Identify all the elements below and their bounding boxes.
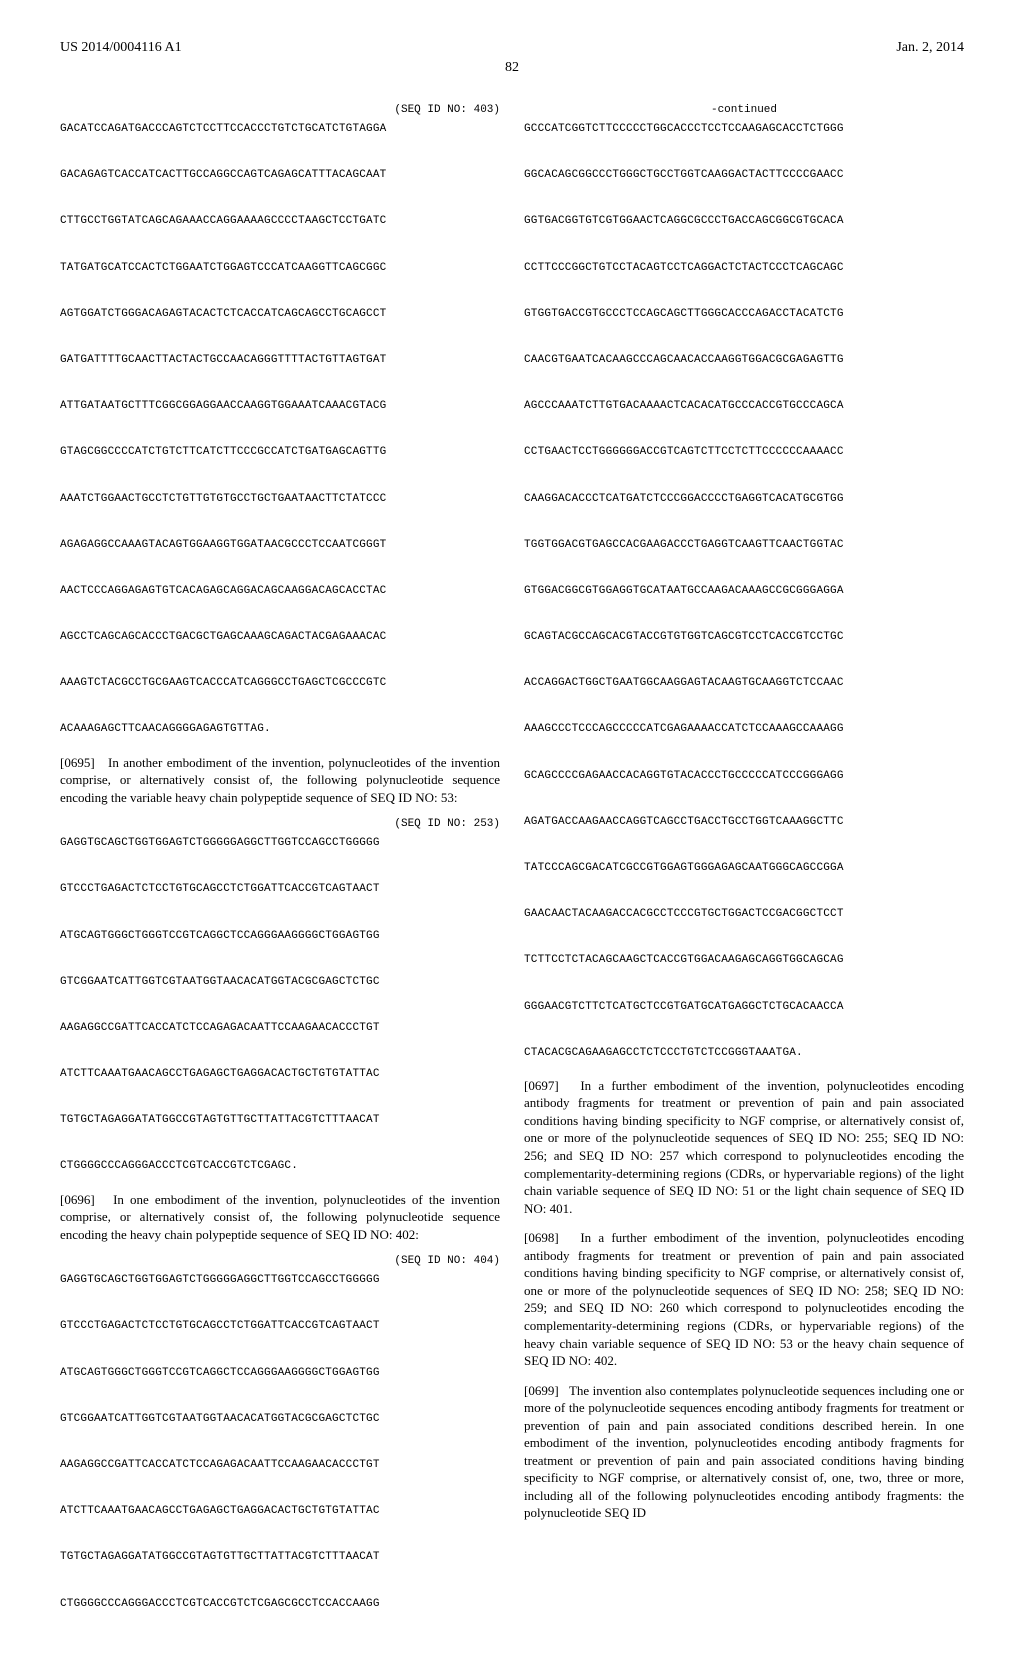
- seq-253-label: (SEQ ID NO: 253): [60, 818, 500, 830]
- two-column-layout: (SEQ ID NO: 403) GACATCCAGATGACCCAGTCTCC…: [60, 104, 964, 1628]
- seq-253-text: GAGGTGCAGCTGGTGGAGTCTGGGGGAGGCTTGGTCCAGC…: [60, 832, 500, 1178]
- right-column: -continued GCCCATCGGTCTTCCCCCTGGCACCCTCC…: [524, 104, 964, 1628]
- para-text-0698: In a further embodiment of the invention…: [524, 1230, 964, 1368]
- para-text-0699: The invention also contemplates polynucl…: [524, 1383, 964, 1521]
- seq-404-label: (SEQ ID NO: 404): [60, 1255, 500, 1267]
- para-text-0697: In a further embodiment of the invention…: [524, 1078, 964, 1216]
- paragraph-0698: [0698] In a further embodiment of the in…: [524, 1229, 964, 1369]
- para-num-0697: [0697]: [524, 1078, 559, 1093]
- publication-date: Jan. 2, 2014: [896, 40, 964, 56]
- seq-403-text: GACATCCAGATGACCCAGTCTCCTTCCACCCTGTCTGCAT…: [60, 118, 500, 742]
- seq-continued-text: GCCCATCGGTCTTCCCCCTGGCACCCTCCTCCAAGAGCAC…: [524, 118, 964, 1065]
- page-header: US 2014/0004116 A1 Jan. 2, 2014: [60, 40, 964, 56]
- publication-number: US 2014/0004116 A1: [60, 40, 182, 56]
- para-text-0696: In one embodiment of the invention, poly…: [60, 1192, 500, 1242]
- para-text-0695: In another embodiment of the invention, …: [60, 755, 500, 805]
- paragraph-0697: [0697] In a further embodiment of the in…: [524, 1077, 964, 1217]
- left-column: (SEQ ID NO: 403) GACATCCAGATGACCCAGTCTCC…: [60, 104, 500, 1628]
- seq-404-text: GAGGTGCAGCTGGTGGAGTCTGGGGGAGGCTTGGTCCAGC…: [60, 1269, 500, 1615]
- para-num-0696: [0696]: [60, 1192, 95, 1207]
- page-number: 82: [60, 60, 964, 76]
- paragraph-0699: [0699] The invention also contemplates p…: [524, 1382, 964, 1522]
- continued-label: -continued: [524, 104, 964, 116]
- paragraph-0696: [0696] In one embodiment of the inventio…: [60, 1191, 500, 1244]
- para-num-0698: [0698]: [524, 1230, 559, 1245]
- paragraph-0695: [0695] In another embodiment of the inve…: [60, 754, 500, 807]
- seq-403-label: (SEQ ID NO: 403): [60, 104, 500, 116]
- para-num-0699: [0699]: [524, 1383, 559, 1398]
- para-num-0695: [0695]: [60, 755, 95, 770]
